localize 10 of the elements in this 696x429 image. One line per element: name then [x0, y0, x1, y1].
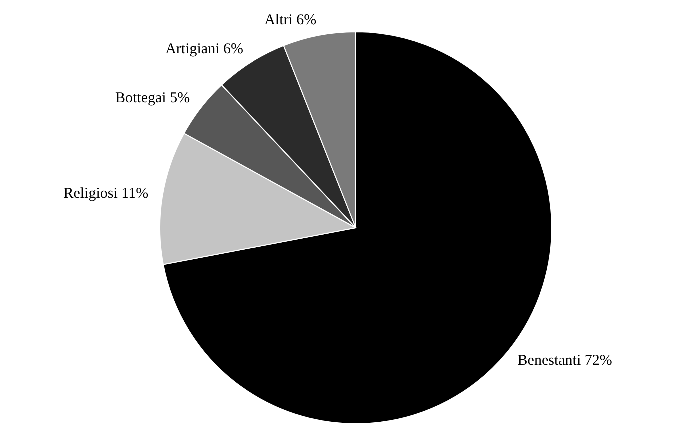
data-label: 72% [581, 353, 612, 370]
slice-label: Bottegai [115, 90, 166, 107]
slice-label: Altri [264, 13, 293, 30]
data-label: 11% [118, 186, 149, 203]
slice-label: Artigiani [166, 42, 220, 58]
data-label: 6% [220, 42, 244, 58]
slice-label: Benestanti [518, 353, 582, 370]
data-label: 5% [166, 90, 190, 107]
data-label: 6% [292, 13, 317, 30]
slice-label: Religiosi [64, 186, 118, 203]
